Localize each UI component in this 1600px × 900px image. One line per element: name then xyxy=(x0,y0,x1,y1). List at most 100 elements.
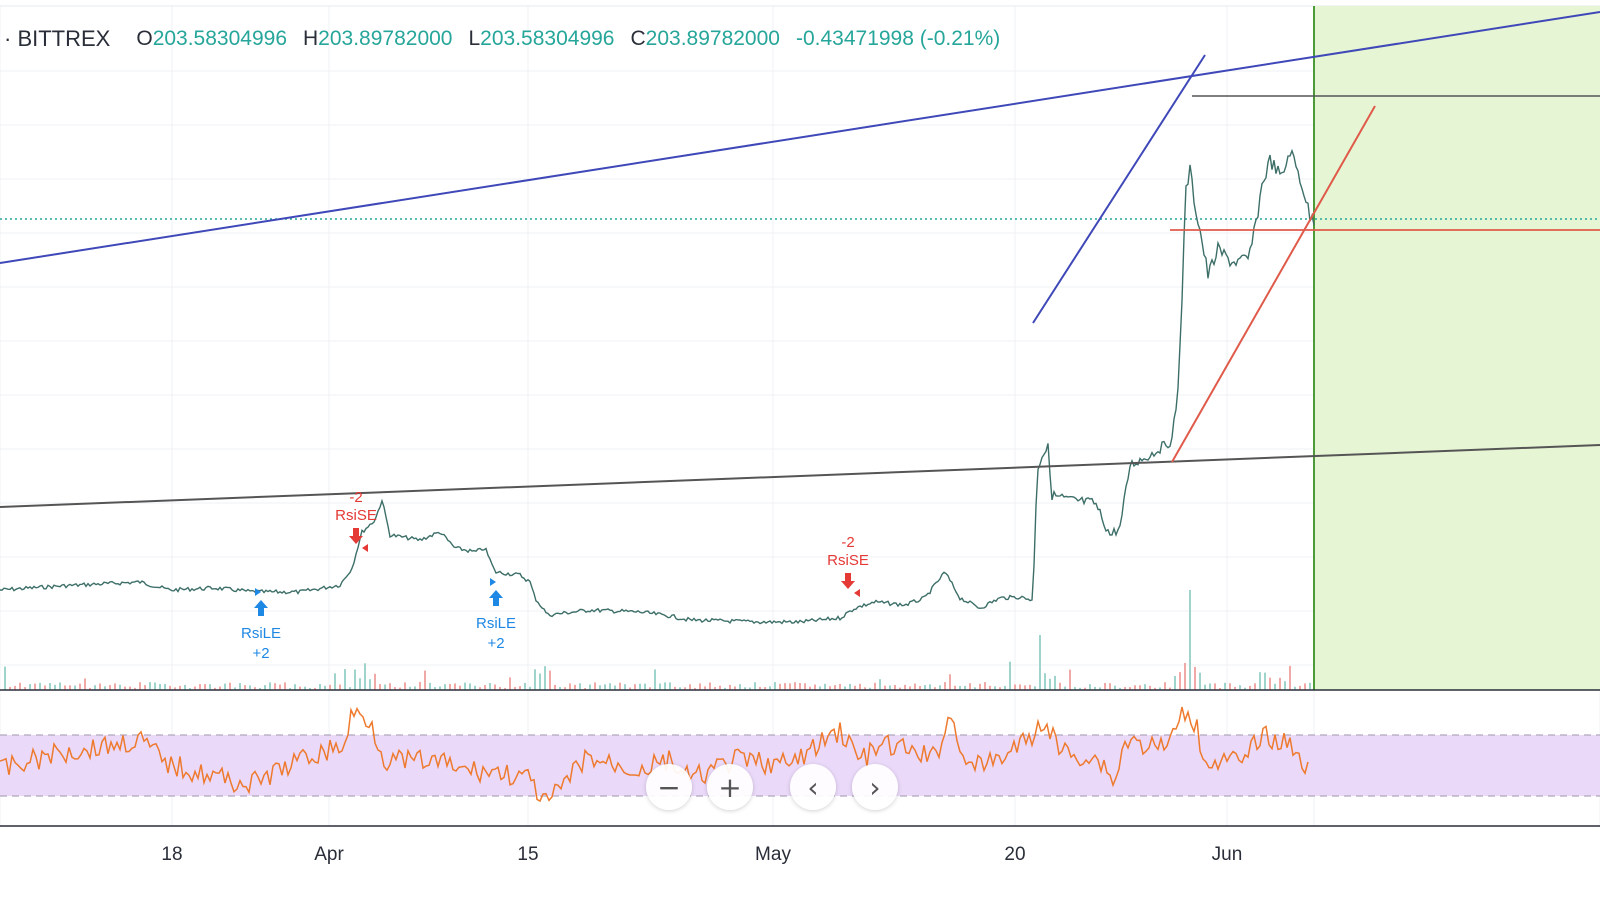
volume-bar xyxy=(1309,682,1311,690)
volume-bar xyxy=(689,684,691,690)
volume-bar xyxy=(34,683,36,690)
volume-bar xyxy=(1279,677,1281,690)
high-value: 203.89782000 xyxy=(318,27,453,50)
volume-bar xyxy=(974,687,976,690)
volume-bar xyxy=(1009,661,1011,690)
volume-bar xyxy=(854,685,856,690)
volume-bar xyxy=(1079,687,1081,690)
volume-bar xyxy=(439,686,441,690)
zoom-out-button[interactable]: − xyxy=(646,764,692,810)
volume-bar xyxy=(199,684,201,690)
volume-bar xyxy=(349,687,351,690)
volume-bar xyxy=(1179,672,1181,690)
volume-bar xyxy=(534,669,536,690)
volume-bar xyxy=(29,684,31,690)
volume-bar xyxy=(539,673,541,690)
volume-bar xyxy=(1129,687,1131,690)
volume-bar xyxy=(659,683,661,690)
support-trend-line xyxy=(1171,105,1376,463)
change-value: -0.43471998 (-0.21%) xyxy=(795,27,1001,50)
volume-bar xyxy=(1274,683,1276,690)
volume-bar xyxy=(484,685,486,690)
volume-bar xyxy=(1264,672,1266,690)
x-axis: 18 Apr 15 May 20 Jun xyxy=(161,844,1242,865)
volume-bar xyxy=(404,682,406,690)
volume-bar xyxy=(519,686,521,690)
volume-bar xyxy=(709,682,711,690)
volume-bar xyxy=(189,688,191,690)
low-value: 203.58304996 xyxy=(480,27,615,50)
volume-bar xyxy=(59,682,61,690)
volume-bar xyxy=(1169,687,1171,690)
chevron-left-icon: ‹ xyxy=(807,770,819,804)
volume-bar xyxy=(834,685,836,690)
volume-bar xyxy=(1124,687,1126,690)
volume-bar xyxy=(14,685,16,690)
volume-bar xyxy=(139,682,141,690)
signal-long[interactable]: RsiLE +2 xyxy=(241,588,281,662)
volume-bar xyxy=(929,684,931,690)
volume-bar xyxy=(249,685,251,690)
volume-bar xyxy=(254,687,256,690)
volume-bar xyxy=(1159,687,1161,690)
volume-bar xyxy=(1109,683,1111,690)
volume-bar xyxy=(739,684,741,690)
volume-bar xyxy=(959,685,961,690)
volume-bar xyxy=(584,688,586,690)
volume-bar xyxy=(549,670,551,690)
volume-bar xyxy=(804,683,806,690)
volume-bar xyxy=(414,686,416,690)
volume-bar xyxy=(794,682,796,690)
volume-bar xyxy=(1244,687,1246,690)
volume-bar xyxy=(94,685,96,690)
volume-bar xyxy=(384,684,386,690)
volume-bar xyxy=(1174,676,1176,690)
volume-bar xyxy=(479,687,481,690)
volume-bar xyxy=(1144,684,1146,690)
volume-bar xyxy=(934,687,936,690)
volume-bar xyxy=(444,684,446,690)
volume-bar xyxy=(1104,683,1106,690)
volume-bar xyxy=(1304,683,1306,690)
signal-qty: -2 xyxy=(841,534,854,551)
arrow-down-icon xyxy=(841,573,855,589)
volume-bar xyxy=(494,684,496,690)
x-tick-label: Apr xyxy=(314,844,344,865)
volume-bar xyxy=(874,682,876,690)
plus-icon: + xyxy=(718,770,742,804)
volume-bar xyxy=(239,683,241,690)
volume-bar xyxy=(104,686,106,690)
symbol-label[interactable]: · BITTREX xyxy=(4,26,111,51)
volume-bar xyxy=(649,687,651,690)
scroll-left-button[interactable]: ‹ xyxy=(790,764,836,810)
volume-bar xyxy=(1184,663,1186,690)
signal-label: RsiSE xyxy=(335,507,377,524)
signal-label: RsiLE xyxy=(241,625,281,642)
volume-bar xyxy=(799,683,801,690)
volume-bar xyxy=(69,685,71,690)
volume-bar xyxy=(864,687,866,690)
volume-bar xyxy=(394,687,396,690)
x-tick-label: Jun xyxy=(1212,844,1243,865)
volume-bar xyxy=(114,683,116,690)
signal-long[interactable]: RsiLE +2 xyxy=(476,578,516,652)
volume-bar xyxy=(1069,669,1071,690)
volume-bar xyxy=(354,669,356,690)
zoom-in-button[interactable]: + xyxy=(707,764,753,810)
volume-bar xyxy=(819,686,821,690)
volume-bar xyxy=(1014,684,1016,690)
volume-bar xyxy=(639,683,641,690)
volume-bar xyxy=(1204,684,1206,690)
volume-bar xyxy=(729,684,731,690)
volume-bar xyxy=(1214,683,1216,690)
scroll-right-button[interactable]: › xyxy=(852,764,898,810)
volume-bar xyxy=(454,683,456,690)
volume-bar xyxy=(424,670,426,690)
low-key: L xyxy=(468,27,481,50)
volume-bar xyxy=(1234,686,1236,690)
volume-bar xyxy=(629,687,631,690)
